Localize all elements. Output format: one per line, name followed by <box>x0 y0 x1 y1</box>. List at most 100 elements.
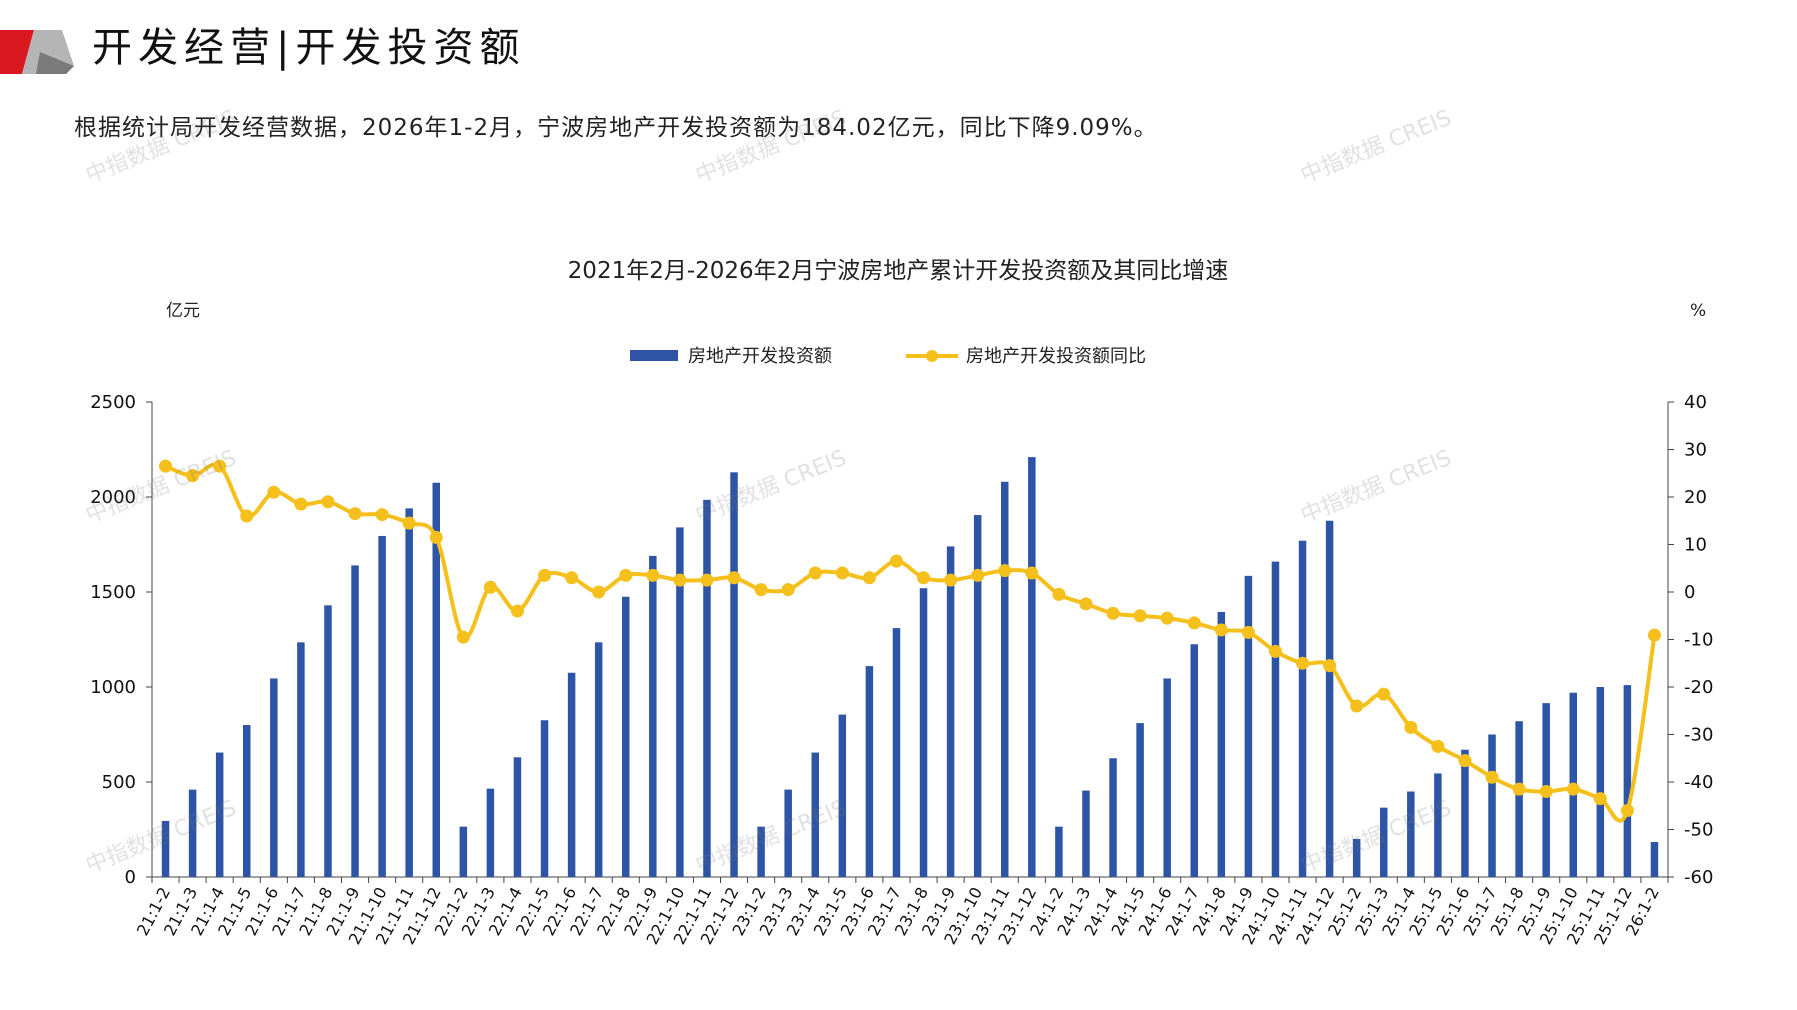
bar <box>513 757 522 877</box>
yoy-marker <box>1079 597 1093 611</box>
yoy-marker <box>267 485 281 499</box>
y-right-tick-label: 40 <box>1684 392 1707 413</box>
yoy-marker <box>862 571 876 585</box>
bar <box>838 714 847 877</box>
header-accent-logo <box>0 30 74 74</box>
y-right-tick-label: 10 <box>1684 535 1707 556</box>
bar <box>1271 561 1280 877</box>
yoy-marker <box>808 566 822 580</box>
bar <box>811 752 819 877</box>
yoy-marker <box>1025 566 1039 580</box>
y-right-tick-label: -40 <box>1684 772 1713 793</box>
yoy-marker <box>1485 770 1499 784</box>
y-left-tick-label: 500 <box>102 772 136 793</box>
yoy-marker <box>565 571 579 585</box>
y-left-tick-label: 1500 <box>90 582 136 603</box>
yoy-marker <box>944 573 958 587</box>
bar <box>1217 611 1226 877</box>
yoy-marker <box>538 568 552 582</box>
yoy-marker <box>213 459 227 473</box>
bar <box>1001 481 1009 877</box>
yoy-marker <box>1133 609 1147 623</box>
legend-label-line: 房地产开发投资额同比 <box>966 346 1146 367</box>
yoy-marker <box>402 516 416 530</box>
bar <box>1109 758 1117 877</box>
bar <box>757 826 765 877</box>
y-right-tick-label: 30 <box>1684 440 1707 461</box>
bar <box>1136 723 1144 877</box>
yoy-marker <box>917 571 931 585</box>
bar <box>1028 457 1036 877</box>
yoy-marker <box>727 571 741 585</box>
y-left-tick-label: 2500 <box>90 392 136 413</box>
legend-swatch-bar <box>630 350 678 361</box>
bar <box>1325 520 1334 877</box>
bar <box>919 588 928 877</box>
yoy-marker <box>835 566 849 580</box>
bar <box>1461 749 1469 877</box>
bar <box>865 666 874 877</box>
yoy-marker <box>1431 739 1445 753</box>
yoy-marker <box>1512 782 1526 796</box>
bar <box>1082 790 1090 877</box>
bar <box>703 499 711 877</box>
bar <box>486 788 495 877</box>
bar <box>270 678 278 877</box>
yoy-marker <box>1187 616 1201 630</box>
yoy-marker <box>1566 782 1580 796</box>
y-right-tick-label: 0 <box>1684 582 1695 603</box>
y-left-unit-label: 亿元 <box>166 301 200 321</box>
y-right-tick-label: -20 <box>1684 677 1713 698</box>
yoy-marker <box>1106 606 1120 620</box>
yoy-marker <box>375 508 389 522</box>
bar <box>1380 807 1388 877</box>
bar <box>946 546 955 877</box>
bar <box>215 752 224 877</box>
yoy-marker <box>1052 587 1066 601</box>
bar <box>1244 575 1253 877</box>
y-right-unit-label: % <box>1690 301 1706 321</box>
bar <box>161 820 170 877</box>
bar <box>297 642 305 877</box>
bar <box>1488 734 1496 877</box>
bar <box>378 535 386 877</box>
chart-title: 2021年2月-2026年2月宁波房地产累计开发投资额及其同比增速 <box>568 258 1229 284</box>
bar <box>1434 773 1442 877</box>
bar <box>459 826 468 877</box>
yoy-marker <box>781 583 795 597</box>
bar <box>1407 791 1415 877</box>
y-right-tick-label: -50 <box>1684 820 1713 841</box>
yoy-marker <box>971 568 985 582</box>
bar <box>1352 839 1361 877</box>
bar <box>649 555 657 877</box>
y-right-tick-label: -10 <box>1684 630 1713 651</box>
yoy-marker <box>1593 792 1607 806</box>
yoy-marker <box>1539 785 1553 798</box>
yoy-marker <box>1268 644 1282 658</box>
yoy-marker <box>1323 659 1337 673</box>
y-left-tick-label: 0 <box>125 867 136 888</box>
yoy-marker <box>1296 656 1310 670</box>
bar <box>243 725 251 877</box>
bar <box>1055 826 1063 877</box>
bar <box>730 472 738 877</box>
yoy-marker <box>1377 687 1391 701</box>
yoy-marker <box>186 469 200 483</box>
yoy-marker <box>456 630 470 644</box>
yoy-marker <box>483 580 497 594</box>
bar <box>1623 685 1632 877</box>
yoy-marker <box>1160 611 1174 625</box>
bar <box>567 672 576 877</box>
bar <box>405 508 413 877</box>
yoy-marker <box>754 583 768 597</box>
yoy-marker <box>294 497 308 511</box>
y-right-tick-label: -60 <box>1684 867 1713 888</box>
bar <box>351 565 359 877</box>
page-title: 开发经营|开发投资额 <box>92 25 526 71</box>
y-right-tick-label: 20 <box>1684 487 1707 508</box>
bar <box>594 642 603 877</box>
yoy-marker <box>1214 623 1228 637</box>
bar <box>432 482 440 877</box>
bar <box>1298 540 1307 877</box>
